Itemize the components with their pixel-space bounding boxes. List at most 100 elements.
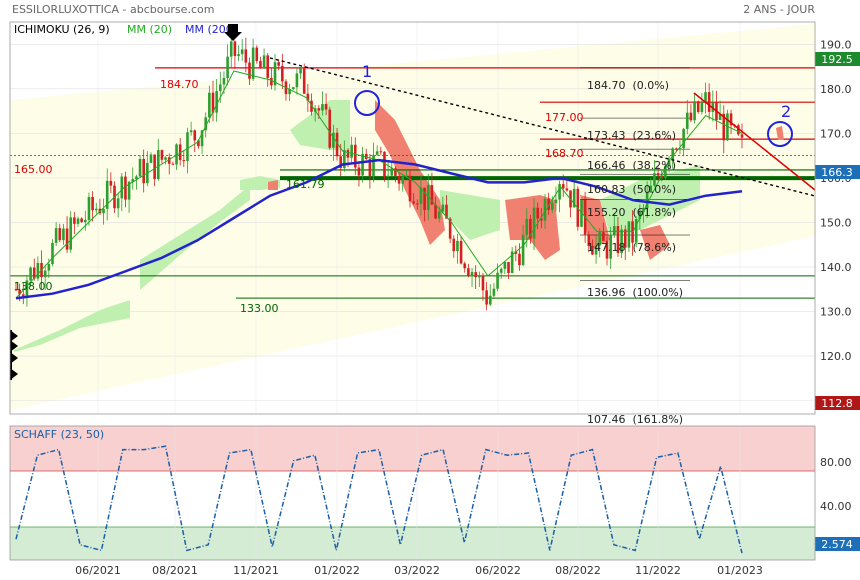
candle-body bbox=[65, 228, 69, 250]
level-label-165: 165.00 bbox=[14, 163, 53, 176]
level-label-161-79: 161.79 bbox=[286, 178, 325, 191]
price-tick-label: 170.0 bbox=[820, 127, 852, 140]
candle-body bbox=[452, 238, 456, 252]
candle-body bbox=[332, 132, 335, 148]
candle-body bbox=[405, 175, 408, 177]
candle-body bbox=[474, 272, 477, 278]
candle-body bbox=[492, 288, 496, 296]
candle-body bbox=[456, 240, 459, 252]
fib-label-382: 166.46 (38.2%) bbox=[587, 159, 676, 172]
candle-body bbox=[649, 185, 653, 193]
candle-body bbox=[554, 199, 558, 204]
candle-body bbox=[182, 160, 186, 162]
candle-body bbox=[116, 198, 120, 209]
candle-body bbox=[718, 113, 722, 120]
candle-body bbox=[197, 140, 200, 147]
candle-body bbox=[153, 154, 156, 180]
candle-body bbox=[620, 229, 623, 253]
price-tick-label: 190.0 bbox=[820, 38, 852, 51]
candle-body bbox=[401, 176, 405, 184]
candle-body bbox=[69, 217, 73, 250]
candle-body bbox=[291, 87, 295, 90]
candle-body bbox=[229, 41, 233, 57]
x-tick-label: 01/2023 bbox=[717, 564, 763, 577]
candle-body bbox=[142, 158, 145, 184]
candle-body bbox=[204, 117, 208, 131]
candle-body bbox=[740, 134, 744, 138]
candle-body bbox=[299, 68, 302, 74]
candle-body bbox=[193, 130, 197, 141]
candle-body bbox=[496, 272, 499, 289]
candle-body bbox=[423, 187, 426, 211]
candle-body bbox=[689, 112, 693, 121]
candle-body bbox=[623, 229, 627, 248]
candle-body bbox=[598, 232, 602, 246]
candle-body bbox=[638, 211, 642, 219]
last-price-badge-bg bbox=[815, 165, 860, 179]
cloud-bear bbox=[268, 180, 278, 190]
candle-body bbox=[558, 184, 561, 200]
candle-body bbox=[102, 208, 105, 214]
candle-body bbox=[700, 102, 704, 112]
candle-body bbox=[175, 144, 178, 165]
candle-body bbox=[273, 62, 277, 86]
candle-body bbox=[499, 268, 503, 273]
candle-body bbox=[91, 197, 94, 211]
candle-body bbox=[335, 132, 339, 157]
high-badge-bg bbox=[815, 52, 860, 66]
candle-body bbox=[281, 65, 284, 82]
candle-body bbox=[653, 173, 656, 186]
candle-body bbox=[445, 204, 448, 219]
candle-body bbox=[434, 204, 437, 219]
candle-body bbox=[361, 153, 364, 176]
candle-body bbox=[441, 204, 445, 212]
candle-body bbox=[295, 73, 299, 88]
candle-body bbox=[383, 151, 386, 178]
candle-body bbox=[682, 128, 685, 149]
candle-body bbox=[36, 262, 40, 279]
candle-body bbox=[726, 113, 729, 141]
candle-body bbox=[94, 208, 98, 211]
candle-body bbox=[704, 92, 707, 103]
candle-body bbox=[543, 198, 547, 221]
schaff-panel-border bbox=[9, 425, 816, 561]
candle-body bbox=[660, 175, 664, 179]
candle-body bbox=[324, 104, 328, 110]
candle-body bbox=[109, 180, 113, 186]
level-label-138: 138.00 bbox=[14, 280, 53, 293]
candle-body bbox=[561, 184, 565, 189]
candle-body bbox=[514, 251, 518, 254]
candle-body bbox=[594, 245, 598, 255]
candle-body bbox=[226, 56, 229, 78]
candle-body bbox=[634, 218, 638, 243]
candle-body bbox=[587, 234, 591, 247]
fib-label-618: 155.20 (61.8%) bbox=[587, 206, 676, 219]
candle-body bbox=[616, 226, 620, 253]
candle-body bbox=[507, 261, 510, 274]
candle-body bbox=[343, 149, 346, 169]
price-tick-label: 140.0 bbox=[820, 261, 852, 274]
candle-body bbox=[375, 151, 379, 155]
cloud-bull bbox=[14, 300, 130, 352]
candle-body bbox=[310, 100, 313, 112]
schaff-label: SCHAFF (23, 50) bbox=[14, 428, 104, 441]
fib-label-236: 173.43 (23.6%) bbox=[587, 129, 676, 142]
candle-body bbox=[675, 148, 678, 150]
fibonacci-labels: 184.70 (0.0%) 173.43 (23.6%) 166.46 (38.… bbox=[587, 79, 683, 426]
candle-body bbox=[547, 198, 550, 210]
price-tick-label: 180.0 bbox=[820, 83, 852, 96]
candle-body bbox=[124, 176, 127, 200]
circle-label-1: 1 bbox=[362, 62, 372, 81]
candle-body bbox=[488, 295, 492, 305]
candle-body bbox=[189, 130, 193, 133]
candle-body bbox=[266, 55, 270, 78]
candle-body bbox=[58, 228, 62, 241]
candle-body bbox=[613, 226, 616, 235]
candle-body bbox=[379, 151, 383, 153]
fib-label-1618: 107.46 (161.8%) bbox=[587, 413, 683, 426]
price-panel-border bbox=[9, 21, 816, 415]
price-tick-label: 130.0 bbox=[820, 306, 852, 319]
candle-body bbox=[237, 54, 240, 56]
candle-body bbox=[346, 149, 350, 158]
